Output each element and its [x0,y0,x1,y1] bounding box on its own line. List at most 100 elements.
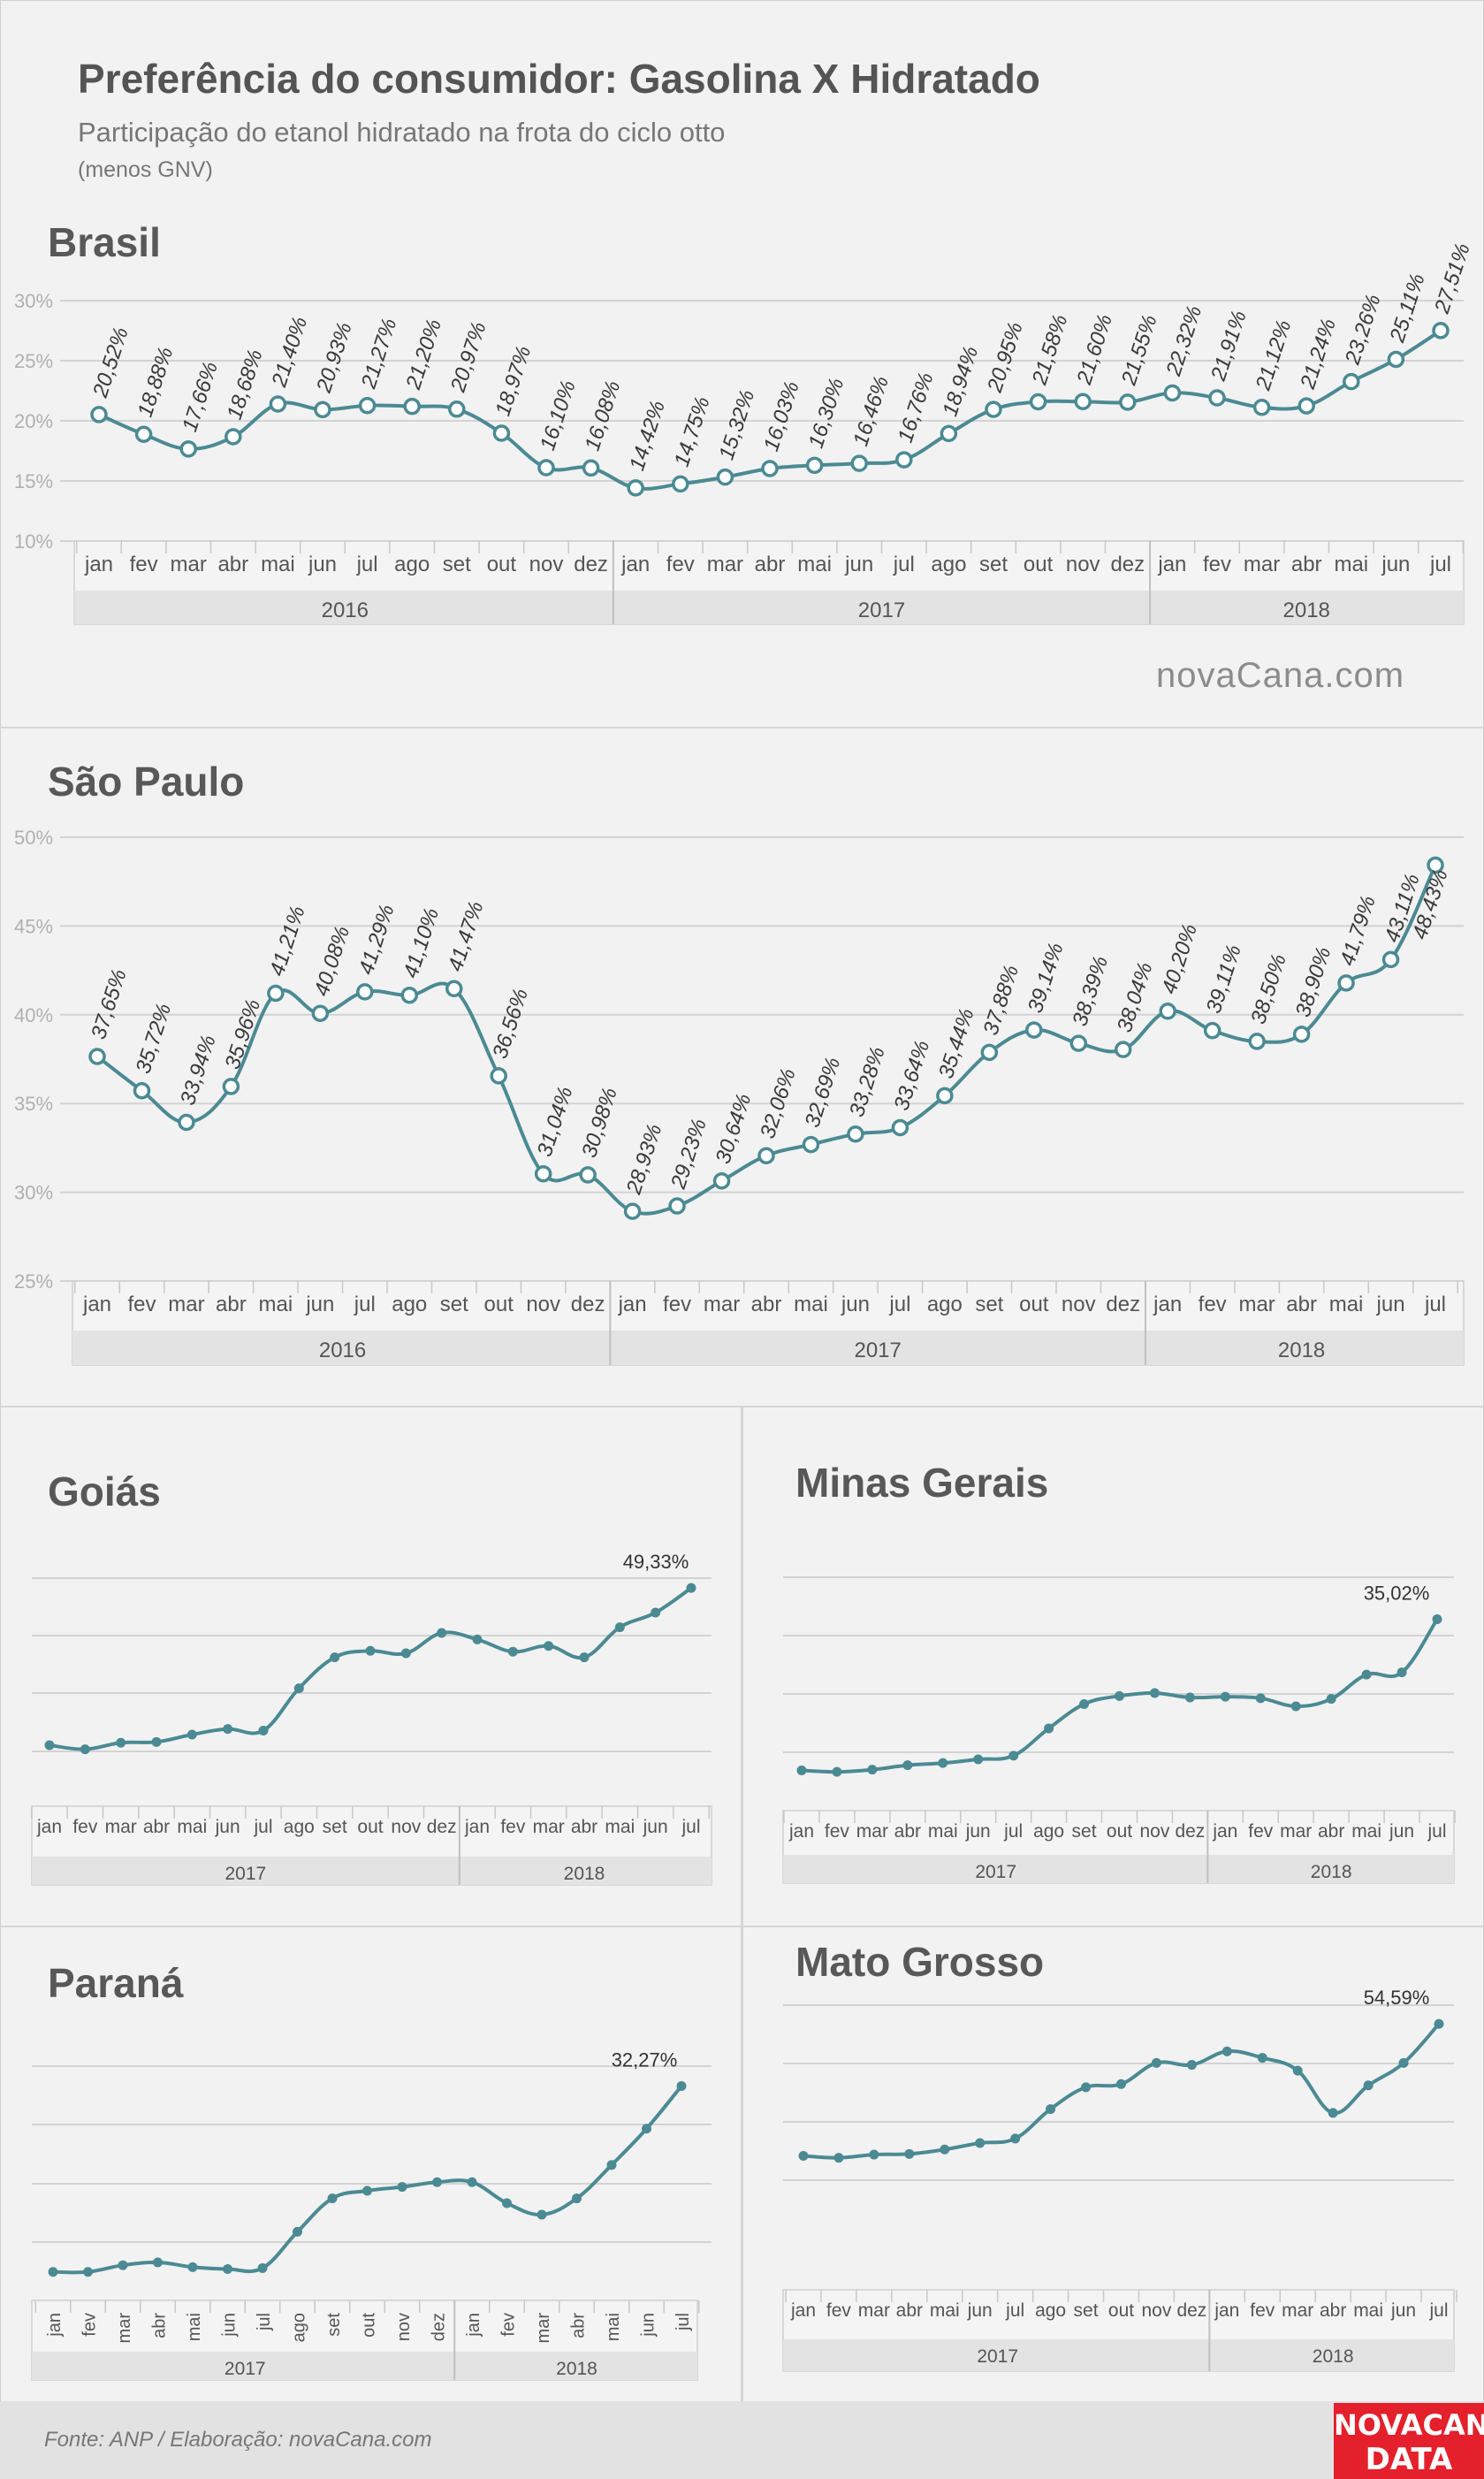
data-point-goias [507,1646,518,1657]
data-point-minas-gerais [1149,1688,1160,1698]
x-month-label-parana: out [360,2313,379,2338]
x-month-label-brasil: mar [1244,553,1280,576]
data-point-minas-gerais [938,1758,948,1768]
data-label-sao-paulo: 41,10% [399,905,444,981]
logo-line1: NOVACANA [1334,2408,1484,2442]
footer-bar [0,2401,1484,2479]
y-tick-label-sao-paulo: 35% [14,1093,53,1115]
x-month-label-mato-grosso: mar [858,2300,890,2321]
data-point-brasil [179,440,197,458]
data-label-brasil: 21,58% [1027,312,1072,389]
x-month-label-goias: jan [36,1817,62,1837]
x-month-label-mato-grosso: mai [930,2300,960,2321]
x-month-label-goias: dez [427,1817,457,1837]
x-month-label-sao-paulo: dez [571,1293,605,1316]
x-month-label-mato-grosso: abr [896,2300,923,2321]
series-line-mato-grosso [803,2022,1441,2160]
data-point-mato-grosso [1046,2104,1056,2115]
x-month-label-parana: jan [464,2313,483,2338]
data-point-goias [116,1737,126,1748]
data-label-brasil: 15,32% [714,387,759,463]
data-label-sao-paulo: 32,69% [800,1055,845,1131]
data-point-minas-gerais [1079,1699,1090,1709]
data-point-mato-grosso [1398,2057,1409,2068]
data-point-goias [544,1641,554,1651]
x-month-label-parana: mar [115,2313,134,2344]
x-month-label-parana: mai [604,2313,623,2341]
x-month-label-sao-paulo: mar [704,1293,740,1316]
data-point-minas-gerais [1008,1751,1019,1761]
region-title-sao-paulo: São Paulo [48,759,245,805]
data-point-sao-paulo [311,1004,330,1022]
data-point-sao-paulo [1292,1026,1311,1043]
data-label-brasil: 20,95% [983,319,1028,396]
year-band-brasil [74,591,1464,624]
series-line-goias [49,1586,693,1751]
data-point-brasil [1252,399,1271,416]
divider-brasil [0,727,1484,728]
data-point-brasil [448,400,466,418]
x-month-label-parana: nov [394,2313,414,2341]
data-point-goias [80,1744,90,1755]
data-point-sao-paulo [534,1164,552,1183]
page-subtitle: Participação do etanol hidratado na frot… [78,117,726,148]
data-label-brasil: 23,26% [1341,292,1386,369]
x-month-label-mato-grosso: jan [1214,2300,1239,2321]
x-month-label-sao-paulo: fev [663,1293,691,1316]
x-month-label-sao-paulo: mai [794,1293,828,1316]
x-month-label-minas-gerais: mai [928,1821,958,1842]
x-month-label-goias: set [323,1817,347,1837]
data-point-parana [223,2264,232,2275]
x-month-label-minas-gerais: mar [1280,1821,1312,1842]
data-point-brasil [895,451,913,469]
data-point-parana [153,2257,163,2268]
data-point-brasil [1163,384,1182,402]
y-tick-label-brasil: 25% [14,350,53,372]
x-month-label-goias: jan [464,1817,490,1837]
year-band-parana [32,2352,697,2380]
data-label-last-minas-gerais: 35,02% [1364,1583,1430,1605]
x-month-label-sao-paulo: out [484,1293,514,1316]
data-label-brasil: 21,24% [1296,316,1341,393]
data-label-brasil: 18,97% [491,343,536,419]
x-month-label-brasil: jul [356,553,378,576]
data-label-last-mato-grosso: 54,59% [1364,1987,1430,2009]
x-month-label-sao-paulo: jul [888,1293,910,1316]
data-point-mato-grosso [940,2144,950,2155]
year-band-minas-gerais [783,1855,1454,1883]
x-month-label-brasil: jun [1381,553,1410,576]
data-point-mato-grosso [1328,2108,1338,2118]
data-label-brasil: 18,94% [938,344,983,420]
x-month-label-minas-gerais: dez [1175,1821,1205,1842]
data-point-brasil [850,454,868,472]
x-month-label-sao-paulo: mai [259,1293,293,1316]
data-point-sao-paulo [1025,1021,1043,1039]
data-point-brasil [1029,393,1047,411]
x-month-label-minas-gerais: jun [965,1821,991,1842]
x-month-label-parana: abr [150,2313,170,2338]
x-month-label-mato-grosso: fev [826,2300,852,2321]
data-label-brasil: 21,60% [1072,311,1117,388]
region-title-brasil: Brasil [48,219,161,265]
x-month-label-sao-paulo: jun [305,1293,334,1316]
data-label-sao-paulo: 38,50% [1246,951,1291,1027]
data-point-parana [362,2185,372,2196]
data-point-mato-grosso [1081,2082,1092,2093]
x-month-label-minas-gerais: abr [894,1821,921,1842]
data-point-parana [606,2160,617,2170]
data-point-brasil [985,400,1002,418]
x-month-label-parana: fev [499,2313,519,2337]
data-point-brasil [1343,372,1360,391]
x-month-label-brasil: mar [707,553,743,576]
x-year-label-brasil: 2017 [858,599,905,622]
x-month-label-parana: jan [45,2313,65,2338]
x-month-label-brasil: jun [308,553,337,576]
x-month-label-sao-paulo: jul [1424,1293,1446,1316]
x-month-label-brasil: fev [130,553,158,576]
x-month-label-mato-grosso: jul [1005,2300,1024,2321]
data-point-brasil [940,424,958,443]
data-point-sao-paulo [133,1081,151,1100]
x-month-label-brasil: jan [84,553,113,576]
data-point-parana [537,2209,547,2220]
x-year-label-parana: 2018 [556,2359,597,2379]
